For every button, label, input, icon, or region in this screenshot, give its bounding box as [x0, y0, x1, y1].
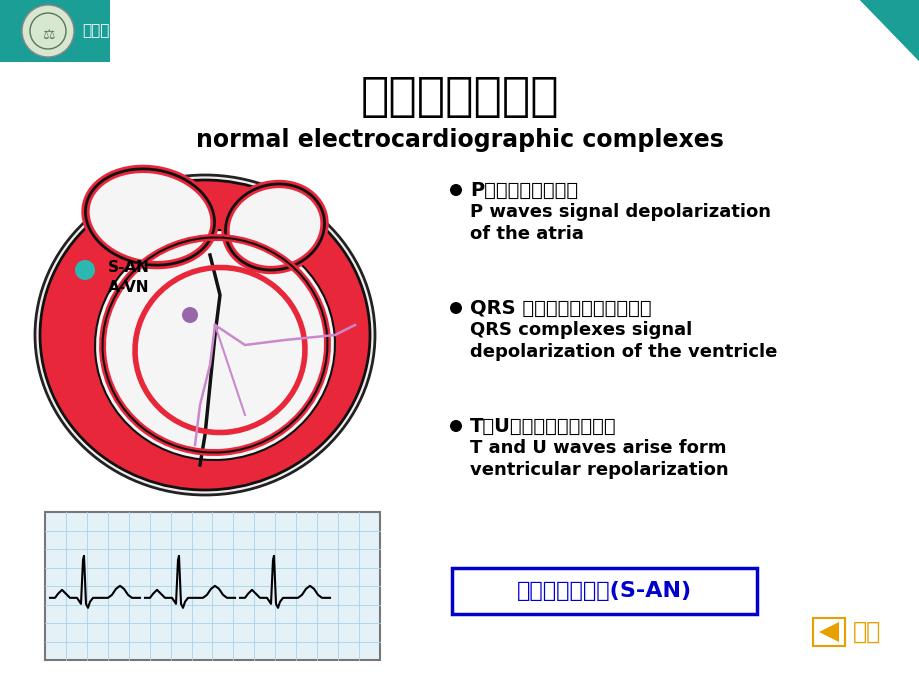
Bar [451, 568, 756, 614]
Text: S-AN: S-AN [108, 259, 150, 275]
Text: ventricular repolarization: ventricular repolarization [470, 461, 728, 479]
Circle shape [22, 5, 74, 57]
Text: P waves signal depolarization: P waves signal depolarization [470, 203, 770, 221]
Ellipse shape [40, 180, 369, 490]
Text: 正常心电图波形: 正常心电图波形 [360, 75, 559, 121]
Text: T和U波由心室复极化形成: T和U波由心室复极化形成 [470, 417, 616, 435]
Text: QRS complexes signal: QRS complexes signal [470, 321, 691, 339]
Bar [0, 0, 919, 62]
Ellipse shape [225, 184, 324, 270]
Bar [812, 618, 844, 646]
Text: 返回: 返回 [852, 620, 880, 644]
Polygon shape [859, 0, 919, 62]
Polygon shape [110, 0, 919, 62]
Text: normal electrocardiographic complexes: normal electrocardiographic complexes [196, 128, 723, 152]
Text: 单击左图窦房结(S-AN): 单击左图窦房结(S-AN) [516, 581, 691, 601]
Ellipse shape [95, 230, 335, 460]
Text: depolarization of the ventricle: depolarization of the ventricle [470, 343, 777, 361]
Circle shape [75, 260, 95, 280]
Bar [45, 512, 380, 660]
Circle shape [182, 307, 198, 323]
Text: A-VN: A-VN [108, 279, 150, 295]
Polygon shape [818, 622, 838, 642]
Text: 中山市小榄人民医院: 中山市小榄人民医院 [82, 23, 164, 39]
Circle shape [449, 302, 461, 314]
Ellipse shape [85, 169, 214, 265]
Text: T and U waves arise form: T and U waves arise form [470, 439, 726, 457]
Text: of the atria: of the atria [470, 225, 584, 243]
Ellipse shape [35, 175, 375, 495]
Circle shape [449, 184, 461, 196]
Text: ⚖: ⚖ [41, 28, 54, 42]
Text: QRS 综合波表示心室的除极化: QRS 综合波表示心室的除极化 [470, 299, 651, 317]
Text: P波表示心房除极化: P波表示心房除极化 [470, 181, 577, 199]
Circle shape [449, 420, 461, 432]
